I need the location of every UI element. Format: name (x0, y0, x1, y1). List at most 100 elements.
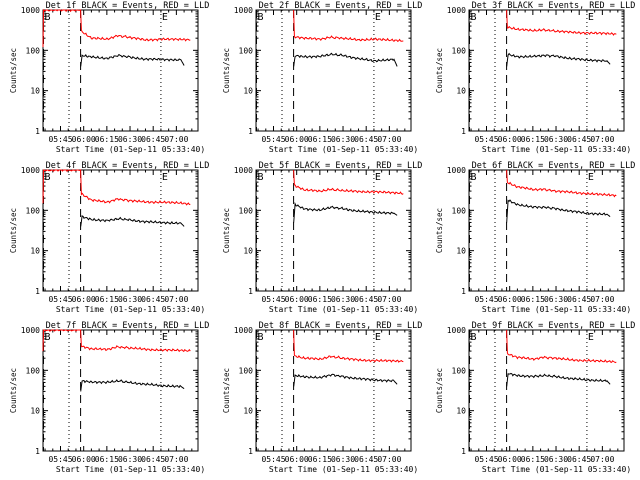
x-tick-label: 07:00 (377, 455, 401, 464)
x-tick-label: 06:45 (354, 455, 378, 464)
y-tick-label: 100 (239, 366, 254, 375)
x-tick-label: 06:15 (521, 455, 545, 464)
x-tick-label: 06:30 (118, 135, 142, 144)
y-tick-label: 100 (452, 46, 467, 55)
x-tick-label: 06:00 (285, 135, 309, 144)
series-line-events (506, 372, 611, 387)
x-tick-label: 06:00 (498, 135, 522, 144)
y-tick-label: 1 (461, 127, 466, 136)
y-tick-label: 100 (452, 366, 467, 375)
y-tick-label: 100 (26, 206, 41, 215)
panel-det-5: Det 5f BLACK = Events, RED = LLD 1 10 100 10… (222, 161, 422, 314)
y-axis-title: Counts/sec (222, 208, 231, 253)
x-tick-label: 06:00 (498, 295, 522, 304)
x-tick-label: 06:30 (331, 455, 355, 464)
series-line-lld (506, 169, 617, 198)
y-tick-label: 100 (239, 206, 254, 215)
x-tick-label: 05:45 (261, 135, 285, 144)
marker-label: E (375, 172, 381, 183)
y-tick-label: 1000 (234, 326, 253, 335)
series-line-lld (42, 329, 191, 353)
x-axis-title: Start Time (01-Sep-11 05:33:40) (482, 145, 631, 154)
y-tick-label: 1 (35, 127, 40, 136)
y-axis-title: Counts/sec (435, 48, 444, 93)
plot-frame (468, 329, 625, 452)
marker-label: B (45, 332, 51, 343)
marker-label: B (471, 172, 477, 183)
panel-title: Det 7f BLACK = Events, RED = LLD (46, 321, 210, 331)
marker-label: E (588, 12, 594, 23)
x-tick-label: 07:00 (164, 135, 188, 144)
y-axis-title: Counts/sec (222, 48, 231, 93)
y-tick-label: 100 (26, 366, 41, 375)
y-tick-label: 1000 (234, 166, 253, 175)
x-tick-label: 07:00 (164, 295, 188, 304)
series-line-lld (506, 329, 617, 364)
plot-frame (255, 329, 412, 452)
panel-title: Det 2f BLACK = Events, RED = LLD (259, 1, 423, 11)
series-line-lld (42, 169, 191, 206)
x-tick-label: 06:45 (141, 455, 165, 464)
plot-frame (42, 329, 199, 452)
y-tick-label: 10 (243, 247, 253, 256)
y-tick-label: 1 (461, 287, 466, 296)
x-tick-label: 05:45 (474, 135, 498, 144)
panel-det-7: Det 7f BLACK = Events, RED = LLD 1 10 100 10… (9, 321, 209, 474)
x-tick-label: 07:00 (377, 295, 401, 304)
x-tick-label: 06:30 (544, 135, 568, 144)
marker-label: B (471, 12, 477, 23)
x-axis-title: Start Time (01-Sep-11 05:33:40) (56, 305, 205, 314)
marker-label: E (162, 332, 168, 343)
y-tick-label: 10 (456, 407, 466, 416)
y-tick-label: 1000 (447, 166, 466, 175)
series-line-events (80, 379, 185, 392)
panel-title: Det 3f BLACK = Events, RED = LLD (472, 1, 636, 11)
x-tick-label: 07:00 (590, 455, 614, 464)
x-tick-label: 06:30 (118, 455, 142, 464)
x-tick-label: 06:15 (95, 455, 119, 464)
marker-label: B (258, 12, 264, 23)
x-axis-title: Start Time (01-Sep-11 05:33:40) (482, 305, 631, 314)
marker-label: B (45, 172, 51, 183)
x-tick-label: 07:00 (590, 295, 614, 304)
x-tick-label: 07:00 (590, 135, 614, 144)
y-tick-label: 1 (35, 287, 40, 296)
x-tick-label: 06:30 (118, 295, 142, 304)
y-axis-title: Counts/sec (9, 48, 18, 93)
y-tick-label: 1 (461, 447, 466, 456)
y-tick-label: 10 (456, 247, 466, 256)
y-tick-label: 1 (248, 287, 253, 296)
panel-det-6: Det 6f BLACK = Events, RED = LLD 1 10 100 10… (435, 161, 635, 314)
y-tick-label: 1000 (21, 6, 40, 15)
marker-label: B (258, 172, 264, 183)
panel-det-9: Det 9f BLACK = Events, RED = LLD 1 10 100 10… (435, 321, 635, 474)
y-tick-label: 1000 (21, 166, 40, 175)
x-tick-label: 06:45 (141, 135, 165, 144)
x-tick-label: 06:15 (308, 135, 332, 144)
x-tick-label: 06:15 (95, 135, 119, 144)
panel-det-1: Det 1f BLACK = Events, RED = LLD 1 10 100 10… (9, 1, 209, 154)
marker-label: E (375, 12, 381, 23)
x-tick-label: 06:15 (308, 295, 332, 304)
y-axis-title: Counts/sec (222, 368, 231, 413)
series-line-lld (506, 9, 617, 36)
plot-frame (255, 169, 412, 292)
plot-frame (42, 169, 199, 292)
marker-label: E (375, 332, 381, 343)
x-tick-label: 06:45 (567, 135, 591, 144)
y-tick-label: 100 (26, 46, 41, 55)
series-line-events (80, 54, 185, 67)
x-tick-label: 06:45 (567, 455, 591, 464)
y-tick-label: 100 (452, 206, 467, 215)
marker-label: B (471, 332, 477, 343)
y-tick-label: 1 (248, 447, 253, 456)
panel-det-4: Det 4f BLACK = Events, RED = LLD 1 10 100 10… (9, 161, 209, 314)
panel-title: Det 4f BLACK = Events, RED = LLD (46, 161, 210, 171)
x-tick-label: 05:45 (48, 295, 72, 304)
x-tick-label: 05:45 (48, 135, 72, 144)
series-line-events (80, 215, 185, 227)
x-axis-title: Start Time (01-Sep-11 05:33:40) (56, 145, 205, 154)
x-axis-title: Start Time (01-Sep-11 05:33:40) (56, 465, 205, 474)
marker-label: E (588, 332, 594, 343)
